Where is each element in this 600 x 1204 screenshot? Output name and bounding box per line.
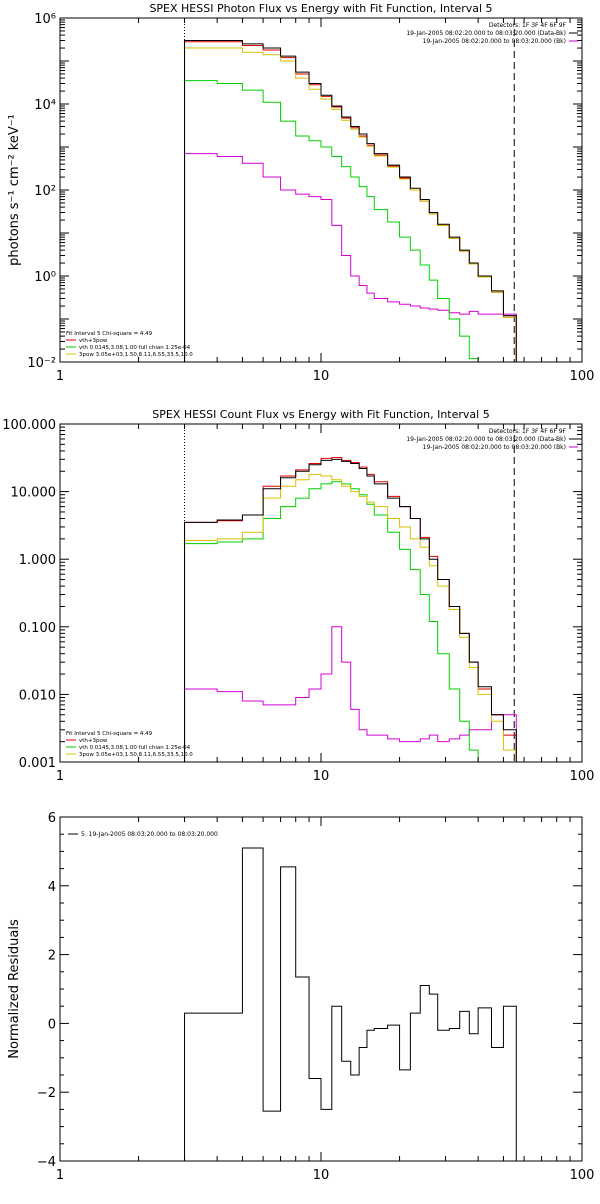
x-tick-label: 1 <box>56 1168 64 1183</box>
x-tick-label: 10 <box>313 369 330 384</box>
series-vth-3pow <box>184 456 517 762</box>
series-3pow <box>184 473 517 762</box>
y-tick-label: 0.001 <box>19 756 56 771</box>
series-residuals <box>184 847 517 1161</box>
y-axis: 0.001 0.010 0.100 1.000 10.000 100.000 <box>2 418 582 771</box>
y-tick-label: 0 <box>48 1017 56 1032</box>
x-tick-label: 10 <box>313 1168 330 1183</box>
y-axis-label: Normalized Residuals <box>7 919 22 1059</box>
legend-top-text: Detectors: 1F 3F 4F 6F 9F <box>489 428 567 435</box>
series-vth <box>184 80 517 362</box>
legend-bottom-text: vth 0.0145,3.08,1.00 full chian 1.25e-04 <box>79 745 191 751</box>
x-axis: 1 10 100 <box>56 18 595 384</box>
series-group <box>184 456 517 762</box>
legend-top-text: 19-Jan-2005 08:02:20.000 to 08:03:20.000… <box>406 30 566 37</box>
x-axis: 1 10 100 <box>56 424 595 784</box>
y-tick-label: 100.000 <box>2 418 56 433</box>
legend-top-text: 19-Jan-2005 08:02:20.000 to 08:03:20.000… <box>423 38 566 45</box>
series-group <box>184 847 517 1161</box>
x-tick-label: 100 <box>570 769 595 784</box>
series-group <box>184 39 517 362</box>
legend-bottom-text: 3pow 3.05e+03,1.50,8.11,6.55,33.5,10.0 <box>79 352 193 358</box>
y-tick-label: 2 <box>48 949 56 964</box>
chart-title: SPEX HESSI Photon Flux vs Energy with Fi… <box>149 2 492 15</box>
legend-bottom-text: Fit Interval 5 Chi-square = 4.49 <box>66 331 153 337</box>
x-tick-label: 100 <box>570 1168 595 1183</box>
chart-title: SPEX HESSI Count Flux vs Energy with Fit… <box>152 408 489 421</box>
y-axis-label: photons s⁻¹ cm⁻² keV⁻¹ <box>7 114 22 266</box>
y-tick-label: 0.010 <box>19 688 56 703</box>
x-axis: 1 10 100 <box>56 817 595 1183</box>
y-tick-label: 10² <box>34 184 56 199</box>
y-tick-label: 0.100 <box>19 621 56 636</box>
series-bk <box>184 153 517 362</box>
series-bk <box>184 626 517 762</box>
legend-bottom-text: vth+3pow <box>79 738 108 744</box>
legend-top: 5. 19-Jan-2005 08:03:20.000 to 08:03:20.… <box>68 831 218 838</box>
legend-top-text: 19-Jan-2005 08:02:20.000 to 08:03:20.000… <box>406 436 566 443</box>
legend-top-text: Detectors: 1F 3F 4F 6F 9F <box>489 22 567 29</box>
legend-bottom-text: vth+3pow <box>79 338 108 344</box>
chart-panel-1: SPEX HESSI Photon Flux vs Energy with Fi… <box>7 2 594 384</box>
series-data-bk <box>184 39 517 362</box>
y-tick-label: 4 <box>48 880 56 895</box>
y-tick-label: 10⁶ <box>34 12 56 27</box>
chart-panel-2: SPEX HESSI Count Flux vs Energy with Fit… <box>2 408 594 784</box>
y-tick-label: 1.000 <box>19 553 56 568</box>
legend-bottom-text: Fit Interval 5 Chi-square = 4.49 <box>66 731 153 737</box>
y-tick-label: 10⁴ <box>34 98 56 113</box>
series-vth <box>184 481 517 762</box>
y-axis: −4 −2 0 2 4 6 <box>37 811 582 1170</box>
y-tick-label: −4 <box>37 1155 56 1170</box>
x-tick-label: 10 <box>313 769 330 784</box>
x-tick-label: 1 <box>56 769 64 784</box>
legend-top-text: 5. 19-Jan-2005 08:03:20.000 to 08:03:20.… <box>81 831 218 838</box>
y-tick-label: 10⁻² <box>27 356 56 371</box>
x-tick-label: 100 <box>570 369 595 384</box>
y-tick-label: 10⁰ <box>34 270 56 285</box>
x-tick-label: 1 <box>56 369 64 384</box>
legend-top-text: 19-Jan-2005 08:02:20.000 to 08:03:20.000… <box>423 444 566 451</box>
y-axis: 10⁻² 10⁰ 10² 10⁴ 10⁶ <box>27 12 582 371</box>
y-tick-label: 6 <box>48 811 56 826</box>
reference-lines <box>184 18 515 362</box>
legend-bottom-text: vth 0.0145,3.08,1.00 full chian 1.25e-04 <box>79 345 191 351</box>
chart-panel-3: Normalized Residuals 1 10 100 −4 −2 0 2 4 6 5. 19-… <box>7 811 594 1183</box>
series-data-bk <box>184 458 517 762</box>
legend-bottom: Fit Interval 5 Chi-square = 4.49vth+3pow… <box>66 731 193 758</box>
y-tick-label: −2 <box>37 1086 56 1101</box>
y-tick-label: 10.000 <box>11 486 57 501</box>
legend-bottom: Fit Interval 5 Chi-square = 4.49vth+3pow… <box>66 331 193 358</box>
legend-bottom-text: 3pow 3.05e+03,1.50,8.11,6.55,33.5,10.0 <box>79 752 193 758</box>
series-3pow <box>184 47 517 362</box>
reference-lines <box>184 424 515 762</box>
